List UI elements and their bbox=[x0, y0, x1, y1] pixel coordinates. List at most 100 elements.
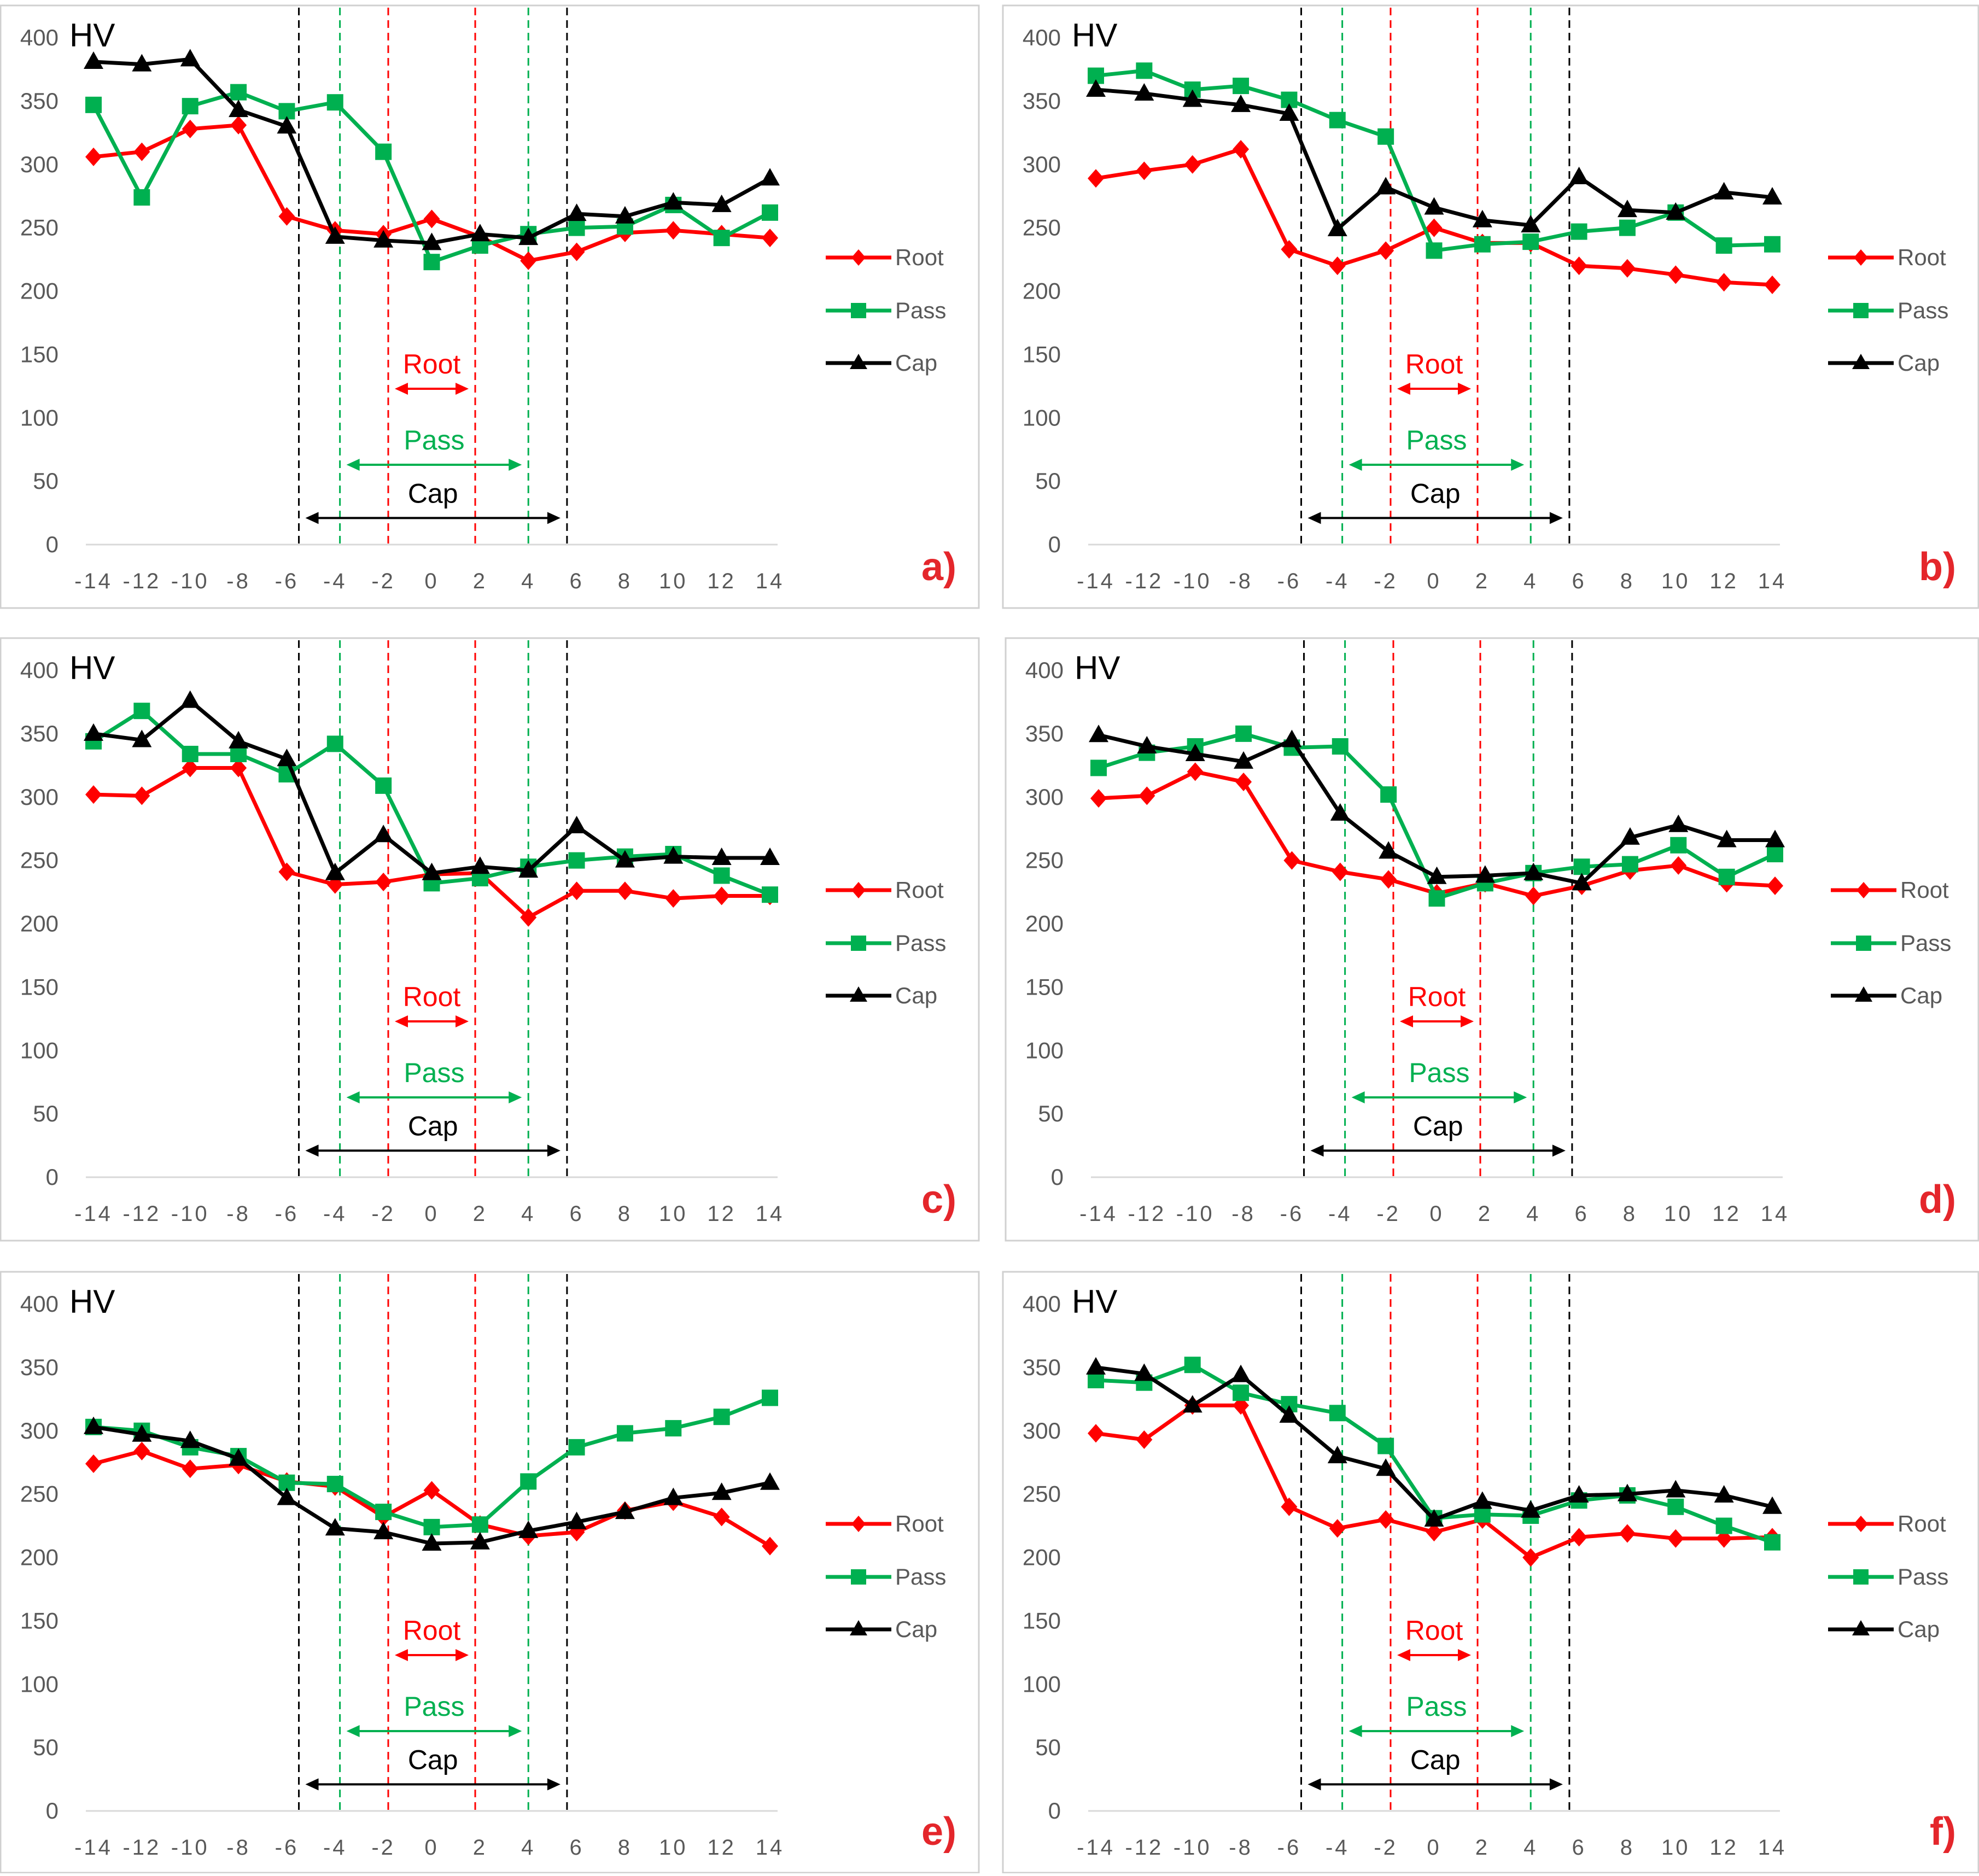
data-point-cap bbox=[1572, 873, 1592, 891]
data-point-pass bbox=[182, 98, 199, 115]
legend-marker bbox=[1857, 882, 1871, 898]
legend-label-root: Root bbox=[895, 244, 944, 270]
data-point-cap bbox=[567, 1511, 587, 1529]
zone-arrowhead-right bbox=[509, 1091, 522, 1103]
x-tick-label: 0 bbox=[424, 1202, 439, 1226]
x-tick-label: 2 bbox=[473, 1836, 487, 1860]
data-point-pass bbox=[375, 1504, 392, 1521]
data-point-cap bbox=[1717, 829, 1737, 848]
data-point-root bbox=[762, 229, 778, 248]
data-point-root bbox=[1088, 169, 1104, 188]
x-tick-label: 10 bbox=[1664, 1202, 1693, 1226]
data-point-pass bbox=[713, 1409, 730, 1425]
data-point-root bbox=[1715, 273, 1732, 292]
y-tick-label: 50 bbox=[33, 468, 59, 494]
y-tick-label: 250 bbox=[1025, 848, 1064, 873]
data-point-cap bbox=[180, 49, 200, 67]
data-point-cap bbox=[1569, 166, 1589, 184]
x-tick-label: 10 bbox=[659, 569, 688, 593]
data-point-root bbox=[1426, 1523, 1443, 1542]
y-tick-label: 200 bbox=[1023, 278, 1061, 304]
zone-arrowhead-right bbox=[1511, 458, 1525, 471]
x-tick-label: -12 bbox=[122, 569, 161, 593]
x-tick-label: -8 bbox=[1229, 569, 1253, 593]
data-point-cap bbox=[711, 194, 732, 212]
data-point-cap bbox=[1185, 743, 1205, 761]
y-tick-label: 200 bbox=[20, 911, 59, 937]
x-tick-label: -6 bbox=[275, 1836, 299, 1860]
data-point-root bbox=[1377, 1510, 1394, 1529]
data-point-cap bbox=[663, 192, 684, 210]
data-point-pass bbox=[423, 254, 440, 271]
data-point-root bbox=[182, 758, 199, 778]
data-point-cap bbox=[1234, 751, 1254, 769]
y-tick-label: 50 bbox=[1038, 1101, 1064, 1126]
x-tick-label: 8 bbox=[1623, 1202, 1637, 1226]
data-point-cap bbox=[518, 860, 539, 878]
x-tick-label: 4 bbox=[1526, 1202, 1540, 1226]
zone-arrowhead-left bbox=[305, 1778, 319, 1791]
x-tick-label: 6 bbox=[1572, 569, 1586, 593]
zone-label-pass: Pass bbox=[404, 1691, 464, 1722]
data-point-pass bbox=[1090, 759, 1107, 776]
x-tick-label: -10 bbox=[171, 569, 209, 593]
y-tick-label: 150 bbox=[1023, 341, 1061, 367]
zone-arrowhead-left bbox=[1348, 1725, 1362, 1737]
legend-marker bbox=[1853, 1569, 1869, 1585]
x-tick-label: 4 bbox=[521, 1836, 535, 1860]
data-point-root bbox=[568, 242, 585, 261]
zone-arrowhead-left bbox=[1310, 1144, 1324, 1157]
data-point-cap bbox=[760, 168, 780, 186]
zone-arrowhead-right bbox=[1511, 1725, 1525, 1737]
panel-label: a) bbox=[921, 545, 956, 589]
data-point-root bbox=[1571, 1528, 1587, 1547]
data-point-root bbox=[1184, 155, 1201, 174]
data-point-pass bbox=[665, 1420, 682, 1437]
x-tick-label: 6 bbox=[1572, 1836, 1586, 1860]
x-tick-label: 2 bbox=[473, 1202, 487, 1226]
x-tick-label: 0 bbox=[1427, 1836, 1441, 1860]
y-tick-label: 50 bbox=[1035, 468, 1061, 494]
zone-label-cap: Cap bbox=[1410, 1744, 1461, 1775]
y-tick-label: 0 bbox=[1048, 531, 1061, 557]
data-point-pass bbox=[1377, 1437, 1394, 1454]
y-tick-label: 200 bbox=[20, 278, 59, 304]
data-point-root bbox=[665, 221, 682, 240]
data-point-cap bbox=[760, 1472, 780, 1490]
zone-arrowhead-left bbox=[346, 458, 360, 471]
data-point-cap bbox=[470, 1532, 490, 1550]
zone-label-root: Root bbox=[403, 981, 461, 1012]
data-point-root bbox=[85, 785, 102, 804]
legend-label-cap: Cap bbox=[1898, 350, 1940, 376]
data-point-cap bbox=[470, 224, 490, 242]
x-tick-label: 14 bbox=[756, 569, 785, 593]
zone-arrowhead-left bbox=[1307, 1778, 1321, 1791]
x-tick-label: 4 bbox=[1523, 1836, 1538, 1860]
data-point-cap bbox=[567, 203, 587, 221]
data-point-pass bbox=[1329, 112, 1346, 128]
legend-marker bbox=[851, 1516, 866, 1532]
data-point-cap bbox=[1376, 1458, 1396, 1476]
data-point-root bbox=[85, 1454, 102, 1474]
data-point-pass bbox=[230, 745, 247, 762]
zone-label-cap: Cap bbox=[408, 1744, 458, 1775]
zone-arrowhead-right bbox=[509, 1725, 522, 1737]
y-tick-label: 150 bbox=[20, 341, 59, 367]
legend-label-pass: Pass bbox=[1898, 1564, 1948, 1589]
zone-arrowhead-right bbox=[1549, 512, 1563, 524]
panel-frame bbox=[0, 637, 980, 1242]
x-tick-label: -6 bbox=[1277, 1836, 1301, 1860]
zone-arrowhead-left bbox=[305, 512, 319, 524]
data-point-root bbox=[568, 1523, 585, 1542]
data-point-cap bbox=[567, 816, 587, 834]
legend-label-root: Root bbox=[895, 877, 944, 903]
zone-label-cap: Cap bbox=[408, 1111, 458, 1141]
data-point-pass bbox=[375, 777, 392, 794]
x-tick-label: -14 bbox=[1077, 1836, 1115, 1860]
zone-arrowhead-left bbox=[1397, 1649, 1410, 1661]
data-point-cap bbox=[1330, 803, 1350, 821]
data-point-root bbox=[182, 119, 199, 138]
zone-arrowhead-left bbox=[346, 1725, 360, 1737]
zone-arrowhead-right bbox=[1458, 1649, 1472, 1661]
